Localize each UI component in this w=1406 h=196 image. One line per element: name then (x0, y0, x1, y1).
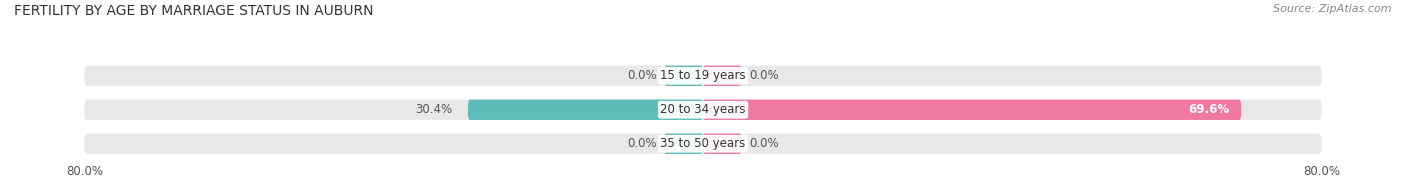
FancyBboxPatch shape (468, 100, 703, 120)
FancyBboxPatch shape (84, 66, 1322, 86)
Text: 20 to 34 years: 20 to 34 years (661, 103, 745, 116)
FancyBboxPatch shape (665, 66, 703, 86)
FancyBboxPatch shape (703, 100, 1241, 120)
Text: 30.4%: 30.4% (415, 103, 453, 116)
Text: Source: ZipAtlas.com: Source: ZipAtlas.com (1274, 4, 1392, 14)
FancyBboxPatch shape (84, 133, 1322, 154)
FancyBboxPatch shape (665, 133, 703, 154)
FancyBboxPatch shape (84, 100, 1322, 120)
Text: 69.6%: 69.6% (1188, 103, 1230, 116)
Text: 0.0%: 0.0% (627, 69, 657, 82)
Text: 0.0%: 0.0% (749, 137, 779, 150)
FancyBboxPatch shape (703, 66, 742, 86)
Text: 0.0%: 0.0% (627, 137, 657, 150)
Text: 15 to 19 years: 15 to 19 years (661, 69, 745, 82)
FancyBboxPatch shape (703, 133, 742, 154)
Text: FERTILITY BY AGE BY MARRIAGE STATUS IN AUBURN: FERTILITY BY AGE BY MARRIAGE STATUS IN A… (14, 4, 374, 18)
Text: 35 to 50 years: 35 to 50 years (661, 137, 745, 150)
Text: 0.0%: 0.0% (749, 69, 779, 82)
